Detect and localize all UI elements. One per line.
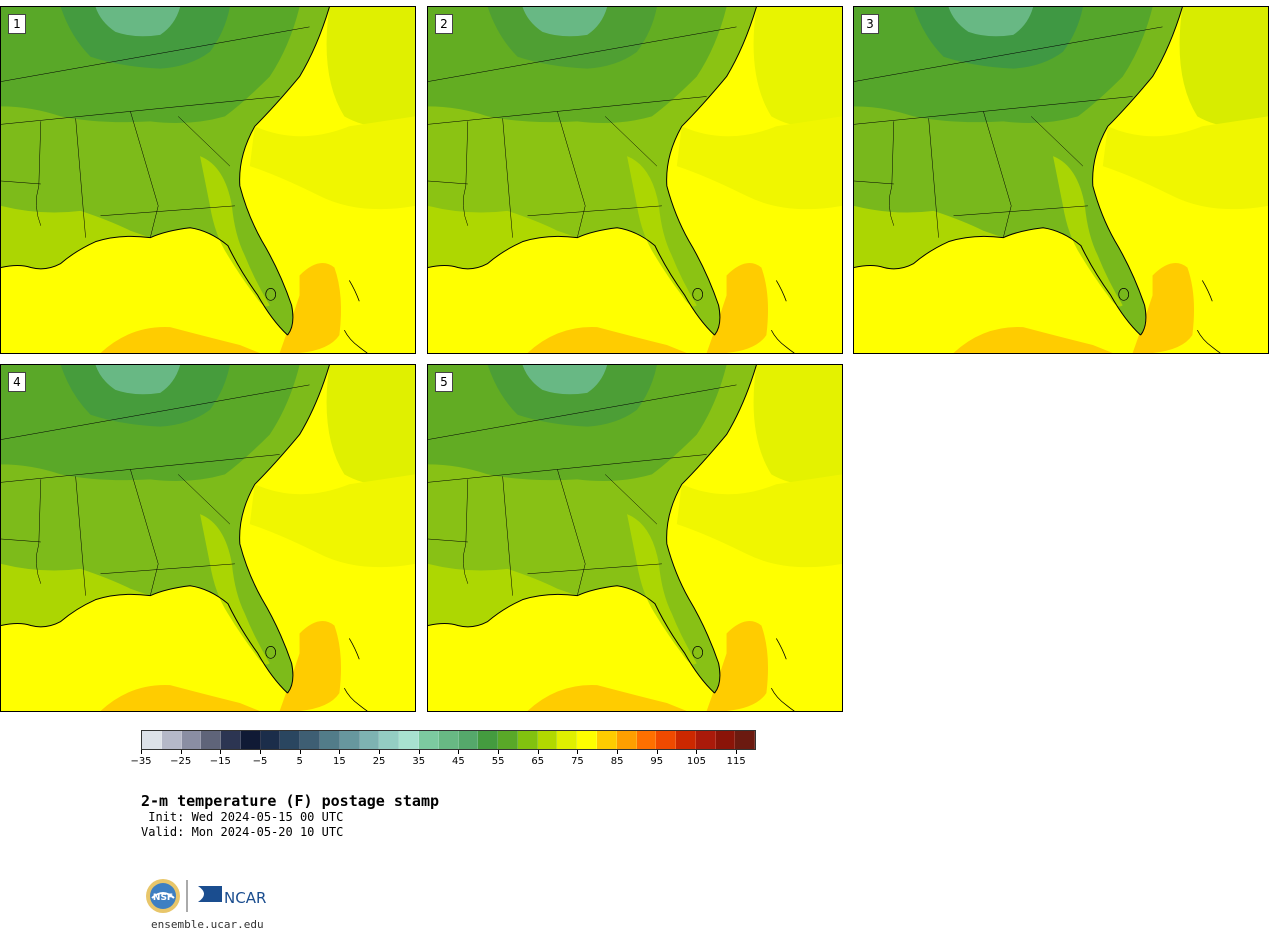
colorbar-cell [339,731,360,749]
temperature-colorbar [141,730,756,750]
logos: NSF NCAR [144,876,284,916]
ensemble-member-panel-2: 2 [427,6,843,354]
member-number-label: 1 [8,14,26,34]
ncar-logo-icon: NCAR [198,886,266,907]
colorbar-cell [300,731,321,749]
colorbar-tick-label: 105 [686,756,707,767]
colorbar-tick-label: 35 [412,756,426,767]
colorbar-tick-label: −35 [130,756,152,767]
colorbar-tick [736,750,738,754]
nsf-logo-icon: NSF [146,879,180,913]
colorbar-cell [458,731,479,749]
ncar-wordmark: NCAR [224,889,266,907]
colorbar-tick-label: 45 [452,756,465,767]
member-number-label: 4 [8,372,26,392]
colorbar-tick [458,750,460,754]
colorbar-tick [696,750,698,754]
colorbar-cell [280,731,301,749]
colorbar-cell [201,731,222,749]
colorbar-tick-label: 55 [491,756,505,767]
colorbar-tick-label: 75 [571,756,584,767]
colorbar-cell [557,731,578,749]
colorbar-cell [379,731,400,749]
colorbar-cell [517,731,538,749]
colorbar-tick [498,750,500,754]
colorbar-cell [359,731,380,749]
colorbar-tick [180,750,182,754]
ensemble-member-panel-5: 5 [427,364,843,712]
colorbar-tick [220,750,222,754]
colorbar-tick-label: 25 [372,756,386,767]
member-number-label: 2 [435,14,453,34]
colorbar-tick-label: −15 [209,756,231,767]
colorbar-tick-label: 15 [333,756,346,767]
colorbar-cell [676,731,696,749]
colorbar-tick-label: 65 [531,756,545,767]
colorbar-tick [339,750,341,754]
colorbar-cell [260,731,281,749]
colorbar-cell [438,731,459,749]
colorbar-cell [695,731,716,749]
colorbar-cell [181,731,202,749]
colorbar-tick [141,750,142,754]
colorbar-cell [418,731,439,749]
ensemble-member-panel-4: 4 [0,364,416,712]
ensemble-member-panel-3: 3 [853,6,1269,354]
ensemble-member-panel-1: 1 [0,6,416,354]
colorbar-tick-label: 85 [610,756,624,767]
colorbar-tick-label: 5 [296,756,303,767]
colorbar-tick [299,750,301,754]
colorbar-cell [577,731,597,749]
colorbar-tick-label: 115 [726,756,746,767]
colorbar-tick [577,750,579,754]
colorbar-tick [260,750,262,754]
colorbar-tick-label: −5 [252,756,268,767]
init-time: Init: Wed 2024-05-15 00 UTC [141,810,344,824]
colorbar-cell [656,731,677,749]
colorbar-cell [142,731,162,749]
site-url: ensemble.ucar.edu [151,918,264,931]
colorbar-cell [221,731,241,749]
colorbar-tick [617,750,619,754]
colorbar-cell [616,731,637,749]
valid-time: Valid: Mon 2024-05-20 10 UTC [141,825,344,839]
member-number-label: 5 [435,372,453,392]
colorbar-tick-label: −25 [170,756,192,767]
colorbar-tick [537,750,539,754]
member-number-label: 3 [861,14,879,34]
colorbar-cell [537,731,558,749]
colorbar-cell [161,731,182,749]
colorbar-cell [240,731,261,749]
map-title: 2-m temperature (F) postage stamp [141,792,440,810]
colorbar-cell [735,731,756,749]
colorbar-cell [498,731,518,749]
colorbar-tick [418,750,420,754]
colorbar-ticks: −35 −25 −15 −5 5 15 25 35 45 55 65 75 85 95 105 115 [130,750,756,770]
colorbar-cell [596,731,617,749]
colorbar-tick [379,750,381,754]
colorbar-cell [399,731,419,749]
colorbar-tick-label: 95 [650,756,664,767]
colorbar-cell [636,731,657,749]
colorbar-cell [478,731,499,749]
colorbar-tick [656,750,658,754]
svg-text:NSF: NSF [153,893,173,903]
colorbar-cell [715,731,736,749]
colorbar-cell [320,731,340,749]
title-block: 2-m temperature (F) postage stamp Init: … [141,792,439,840]
